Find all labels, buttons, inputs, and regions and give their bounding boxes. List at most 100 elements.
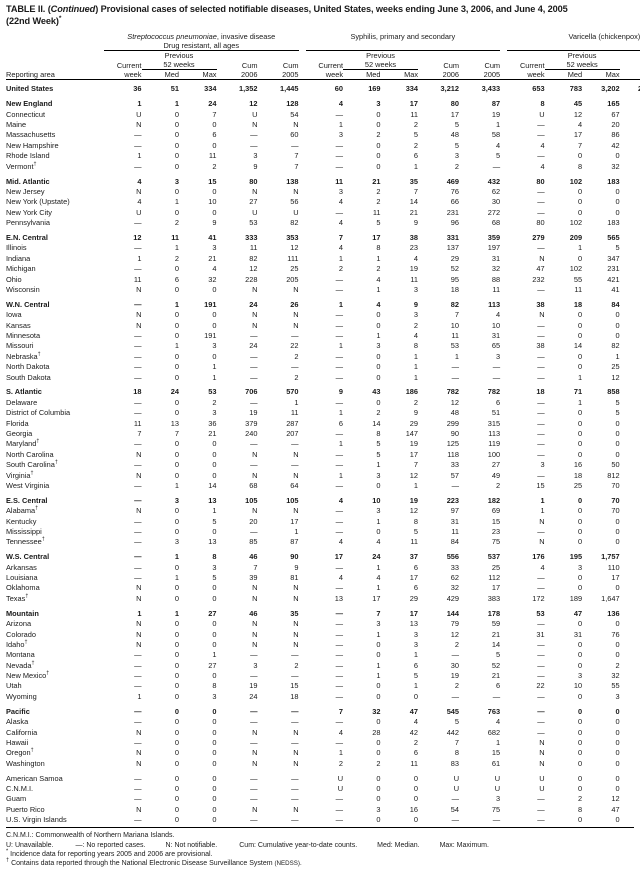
row-value: 54 — [450, 804, 460, 814]
table-row: Mountain11274635—71714417853471361,5581,… — [6, 607, 640, 618]
table-row: Montana—01———01—5—00—— — [6, 649, 640, 659]
row-value: 5 — [454, 717, 460, 727]
row-value: — — [620, 186, 640, 196]
row-value: 0 — [174, 284, 179, 294]
row-value: 0 — [615, 449, 620, 459]
row-value: 5 — [413, 671, 419, 681]
row-value: 230 — [620, 670, 640, 680]
row-value: 13 — [208, 495, 217, 505]
row-value: 5,965 — [620, 551, 640, 561]
row-value: 136 — [607, 608, 620, 618]
row-value: 1 — [174, 608, 179, 618]
row-area-label: W.S. Central — [6, 552, 50, 562]
row-value: 10 — [491, 320, 501, 330]
row-value: 0 — [376, 362, 381, 372]
row-value: 1 — [413, 650, 419, 660]
row-value: 38 — [536, 341, 545, 351]
row-value: — — [620, 350, 640, 360]
row-value: 0 — [376, 320, 381, 330]
row-value: N — [136, 629, 142, 639]
col-gap — [500, 206, 507, 216]
row-value: 0 — [212, 629, 217, 639]
row-value: — — [620, 726, 640, 736]
row-area-label: Rhode Island — [6, 151, 50, 161]
row-area-label: Maryland† — [6, 438, 40, 449]
row-value: 31 — [491, 330, 501, 340]
col-gap — [299, 649, 306, 659]
row-value: 14 — [372, 418, 381, 428]
row-area-label: Massachusetts — [6, 130, 56, 140]
row-value: — — [537, 186, 545, 196]
row-value: N — [293, 449, 299, 459]
col-gap — [299, 680, 306, 690]
row-value: 3 — [540, 460, 545, 470]
row-value: 12 — [450, 629, 460, 639]
col-gap — [299, 386, 306, 396]
col-gap — [500, 448, 507, 458]
row-value: 58 — [491, 130, 501, 140]
row-value: 36 — [208, 418, 217, 428]
row-value: — — [335, 717, 344, 727]
row-area-label: Vermont† — [6, 161, 37, 171]
row-area-label: Arkansas — [6, 562, 37, 572]
row-area-label: Indiana — [6, 253, 31, 263]
row-value: 4 — [338, 727, 344, 737]
row-value: 6 — [413, 562, 419, 572]
row-value: 19 — [450, 671, 460, 681]
row-value: 0 — [577, 619, 583, 629]
row-value: 0 — [212, 737, 217, 747]
row-value: 7 — [454, 310, 460, 320]
row-value: 38 — [409, 232, 419, 242]
row-value: 18 — [450, 284, 460, 294]
row-value: 421 — [607, 274, 620, 284]
col-gap — [299, 417, 306, 427]
row-value: 783 — [569, 84, 583, 94]
row-value: 0 — [615, 717, 620, 727]
row-value: — — [134, 784, 142, 793]
row-value: N — [252, 593, 258, 603]
row-value: 3 — [212, 408, 217, 418]
row-value: N — [539, 253, 545, 263]
row-value: 8 — [212, 552, 217, 562]
table-page: TABLE II. (Continued) Provisional cases … — [6, 4, 640, 867]
row-value: 1 — [376, 562, 381, 572]
col-gap — [500, 186, 507, 196]
row-footnote-marker: † — [46, 670, 50, 677]
row-value: — — [620, 526, 640, 536]
row-value: 27 — [491, 460, 501, 470]
row-value: 7 — [376, 608, 381, 618]
row-value: U — [620, 783, 640, 793]
col-gap — [299, 582, 306, 592]
row-value: 0 — [376, 161, 381, 171]
row-value: 3,212 — [440, 84, 460, 94]
row-value: 0 — [174, 397, 179, 407]
col-gap — [500, 150, 507, 160]
row-value: N — [293, 619, 299, 629]
row-value: — — [335, 619, 344, 629]
row-value: 232 — [532, 274, 545, 284]
row-value: N — [539, 758, 545, 768]
row-value: 70 — [611, 506, 620, 516]
row-value: N — [252, 449, 258, 459]
col-gap — [299, 659, 306, 669]
row-value: 0 — [577, 537, 583, 547]
row-value: 0 — [174, 151, 179, 161]
col-gap — [500, 659, 507, 669]
row-value: 67 — [611, 109, 620, 119]
row-value: 191 — [204, 299, 217, 309]
row-value: — — [335, 804, 344, 814]
row-value: — — [537, 727, 545, 737]
row-value: 11 — [451, 527, 460, 537]
col-gap — [500, 618, 507, 628]
row-value: 2 — [413, 397, 419, 407]
row-value: — — [620, 206, 640, 216]
row-value: N — [539, 516, 545, 526]
row-value: — — [291, 140, 299, 150]
row-value: 347 — [607, 253, 620, 263]
row-value: 8 — [376, 243, 381, 253]
